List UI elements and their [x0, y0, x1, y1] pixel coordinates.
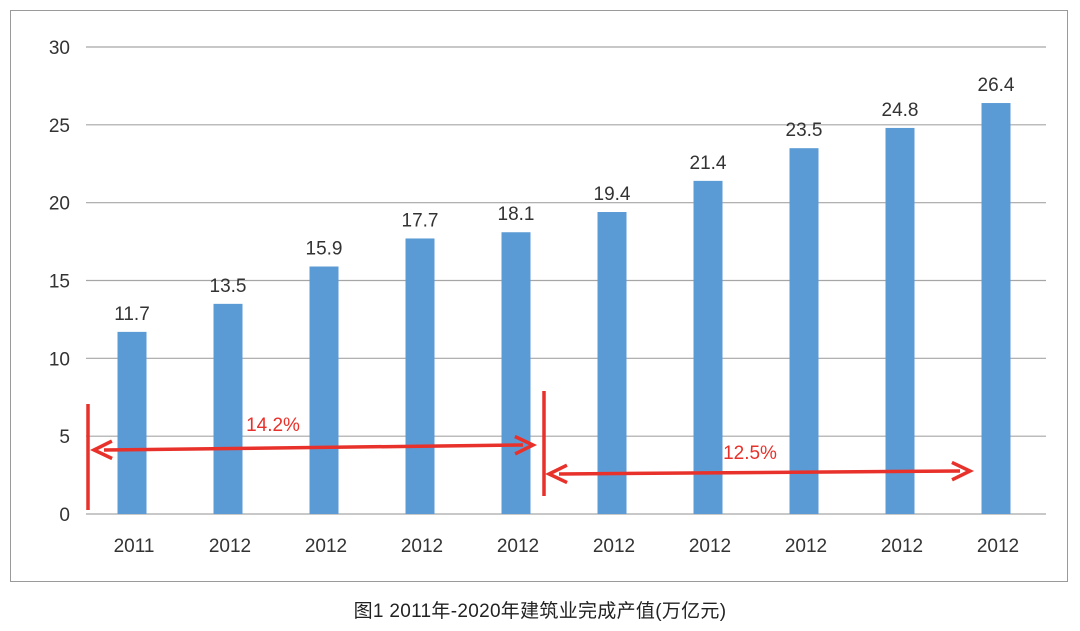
data-label: 18.1 [498, 204, 535, 225]
y-tick-label: 25 [49, 116, 70, 137]
annotation-arrowhead [544, 463, 568, 485]
data-label: 15.9 [306, 238, 343, 259]
y-axis-tick-labels: 0 5 10 15 20 25 30 [49, 38, 70, 526]
data-label: 21.4 [690, 153, 727, 174]
bar [213, 303, 243, 514]
data-label: 11.7 [114, 304, 150, 325]
annotation-arrowhead [951, 460, 975, 482]
bar [789, 148, 819, 514]
x-axis-tick-labels: 2011 2012 2012 2012 2012 2012 2012 2012 2012 2012 [114, 536, 1020, 557]
annotation-arrowhead [514, 434, 538, 456]
bar [693, 180, 723, 514]
data-label: 19.4 [594, 184, 631, 205]
y-tick-label: 15 [49, 272, 70, 293]
bar-chart: 0 5 10 15 20 25 30 11.7 13.5 15.9 17.7 18.1 19.4 21.… [49, 38, 1046, 557]
x-tick-label: 2012 [593, 536, 635, 557]
bar [309, 266, 339, 514]
data-label: 13.5 [210, 276, 247, 297]
bar [981, 103, 1011, 514]
data-labels: 11.7 13.5 15.9 17.7 18.1 19.4 21.4 23.5 24.8 26.4 [114, 75, 1015, 325]
annotation-arrow-line [558, 469, 961, 476]
annotation-arrow-line [103, 443, 524, 452]
data-label: 24.8 [882, 100, 919, 121]
x-tick-label: 2012 [881, 536, 923, 557]
x-tick-label: 2012 [305, 536, 347, 557]
bar [405, 238, 435, 514]
x-tick-label: 2012 [401, 536, 443, 557]
x-tick-label: 2012 [689, 536, 731, 557]
data-label: 26.4 [978, 75, 1015, 96]
bars [117, 103, 1011, 515]
x-tick-label: 2012 [977, 536, 1019, 557]
y-tick-label: 10 [49, 349, 70, 370]
bar [117, 331, 147, 514]
data-label: 23.5 [786, 120, 823, 141]
y-tick-label: 20 [49, 194, 70, 215]
annotation-arrowhead [89, 439, 113, 461]
y-tick-label: 5 [59, 427, 70, 448]
x-tick-label: 2012 [497, 536, 539, 557]
x-tick-label: 2012 [209, 536, 251, 557]
growth-annotations: 14.2% 12.5% [86, 391, 975, 510]
y-tick-label: 30 [49, 38, 70, 59]
figure-caption: 图1 2011年-2020年建筑业完成产值(万亿元) [353, 601, 727, 622]
bar [885, 127, 915, 515]
bar [597, 212, 627, 515]
annotation-label: 14.2% [246, 415, 300, 436]
data-label: 17.7 [402, 210, 439, 231]
x-tick-label: 2011 [114, 536, 155, 557]
annotation-label: 12.5% [723, 443, 777, 464]
x-tick-label: 2012 [785, 536, 827, 557]
y-tick-label: 0 [59, 505, 70, 526]
bar [501, 232, 531, 514]
